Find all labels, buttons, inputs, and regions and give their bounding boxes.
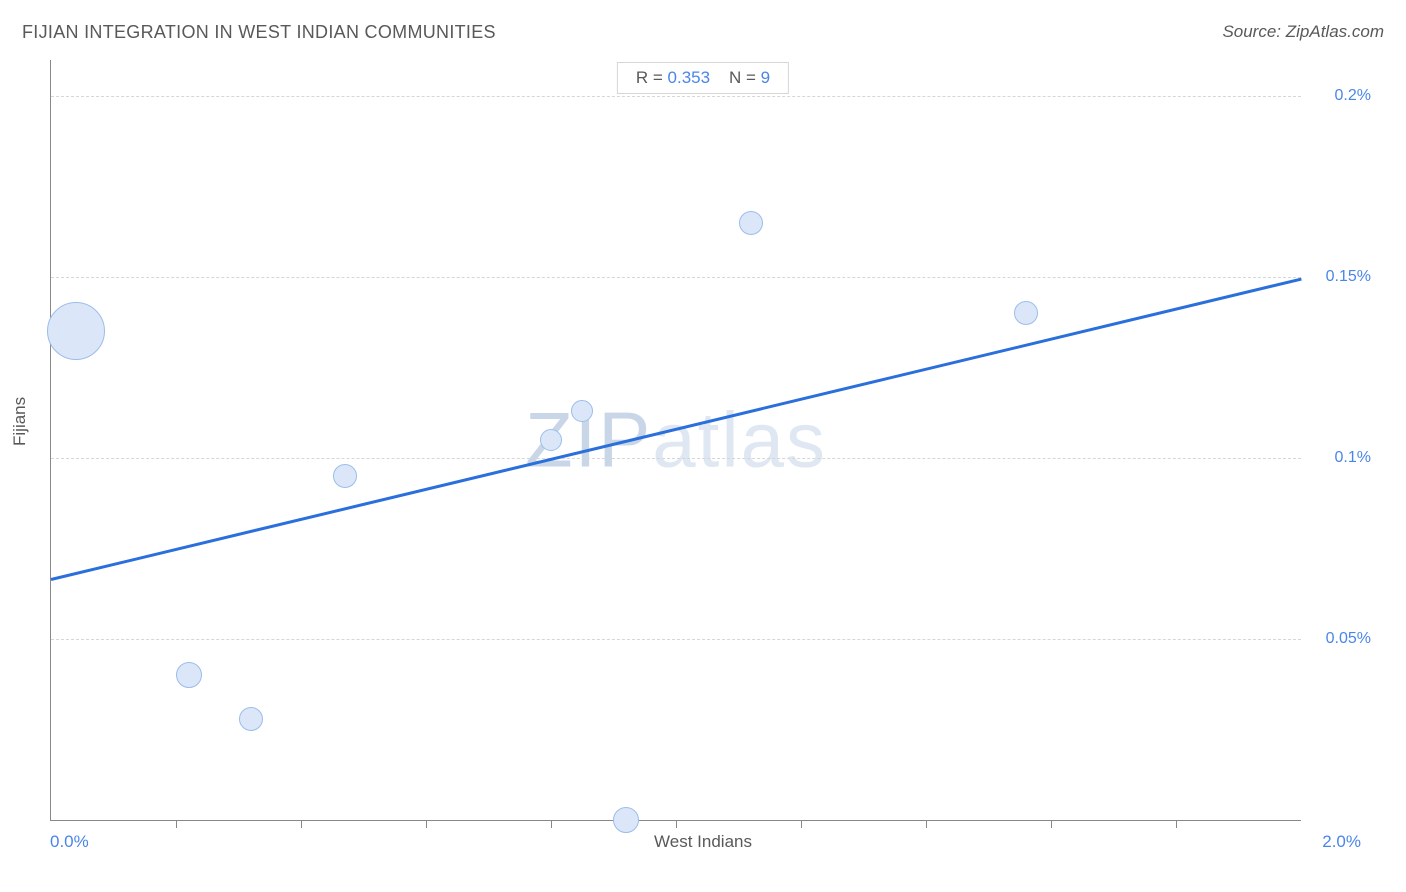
r-label: R =	[636, 68, 663, 87]
data-point	[176, 662, 202, 688]
trend-line	[51, 277, 1302, 580]
x-tick	[1051, 820, 1052, 828]
x-axis-max-label: 2.0%	[1322, 832, 1361, 852]
header: FIJIAN INTEGRATION IN WEST INDIAN COMMUN…	[0, 0, 1406, 50]
x-tick	[176, 820, 177, 828]
x-tick	[551, 820, 552, 828]
data-point	[540, 429, 562, 451]
y-tick-label: 0.15%	[1311, 268, 1371, 286]
gridline-h	[51, 277, 1301, 278]
y-axis-title: Fijians	[10, 397, 30, 446]
chart-title: FIJIAN INTEGRATION IN WEST INDIAN COMMUN…	[22, 22, 496, 43]
x-tick	[926, 820, 927, 828]
data-point	[571, 400, 593, 422]
x-tick	[426, 820, 427, 828]
x-axis-title: West Indians	[654, 832, 752, 852]
data-point	[739, 211, 763, 235]
stats-box: R = 0.353 N = 9	[617, 62, 789, 94]
gridline-h	[51, 639, 1301, 640]
plot-area: ZIPatlas 0.05%0.1%0.15%0.2%	[50, 60, 1301, 821]
n-label: N =	[729, 68, 756, 87]
x-tick	[301, 820, 302, 828]
x-tick	[1176, 820, 1177, 828]
data-point	[239, 707, 263, 731]
y-tick-label: 0.2%	[1311, 87, 1371, 105]
y-tick-label: 0.05%	[1311, 630, 1371, 648]
n-value: 9	[761, 68, 770, 87]
source-attribution: Source: ZipAtlas.com	[1222, 22, 1384, 42]
chart-container: FIJIAN INTEGRATION IN WEST INDIAN COMMUN…	[0, 0, 1406, 892]
gridline-h	[51, 96, 1301, 97]
data-point	[613, 807, 639, 833]
gridline-h	[51, 458, 1301, 459]
y-tick-label: 0.1%	[1311, 449, 1371, 467]
data-point	[333, 464, 357, 488]
x-tick	[801, 820, 802, 828]
data-point	[47, 302, 105, 360]
x-axis-min-label: 0.0%	[50, 832, 89, 852]
x-tick	[676, 820, 677, 828]
data-point	[1014, 301, 1038, 325]
watermark: ZIPatlas	[525, 395, 827, 486]
r-value: 0.353	[668, 68, 711, 87]
